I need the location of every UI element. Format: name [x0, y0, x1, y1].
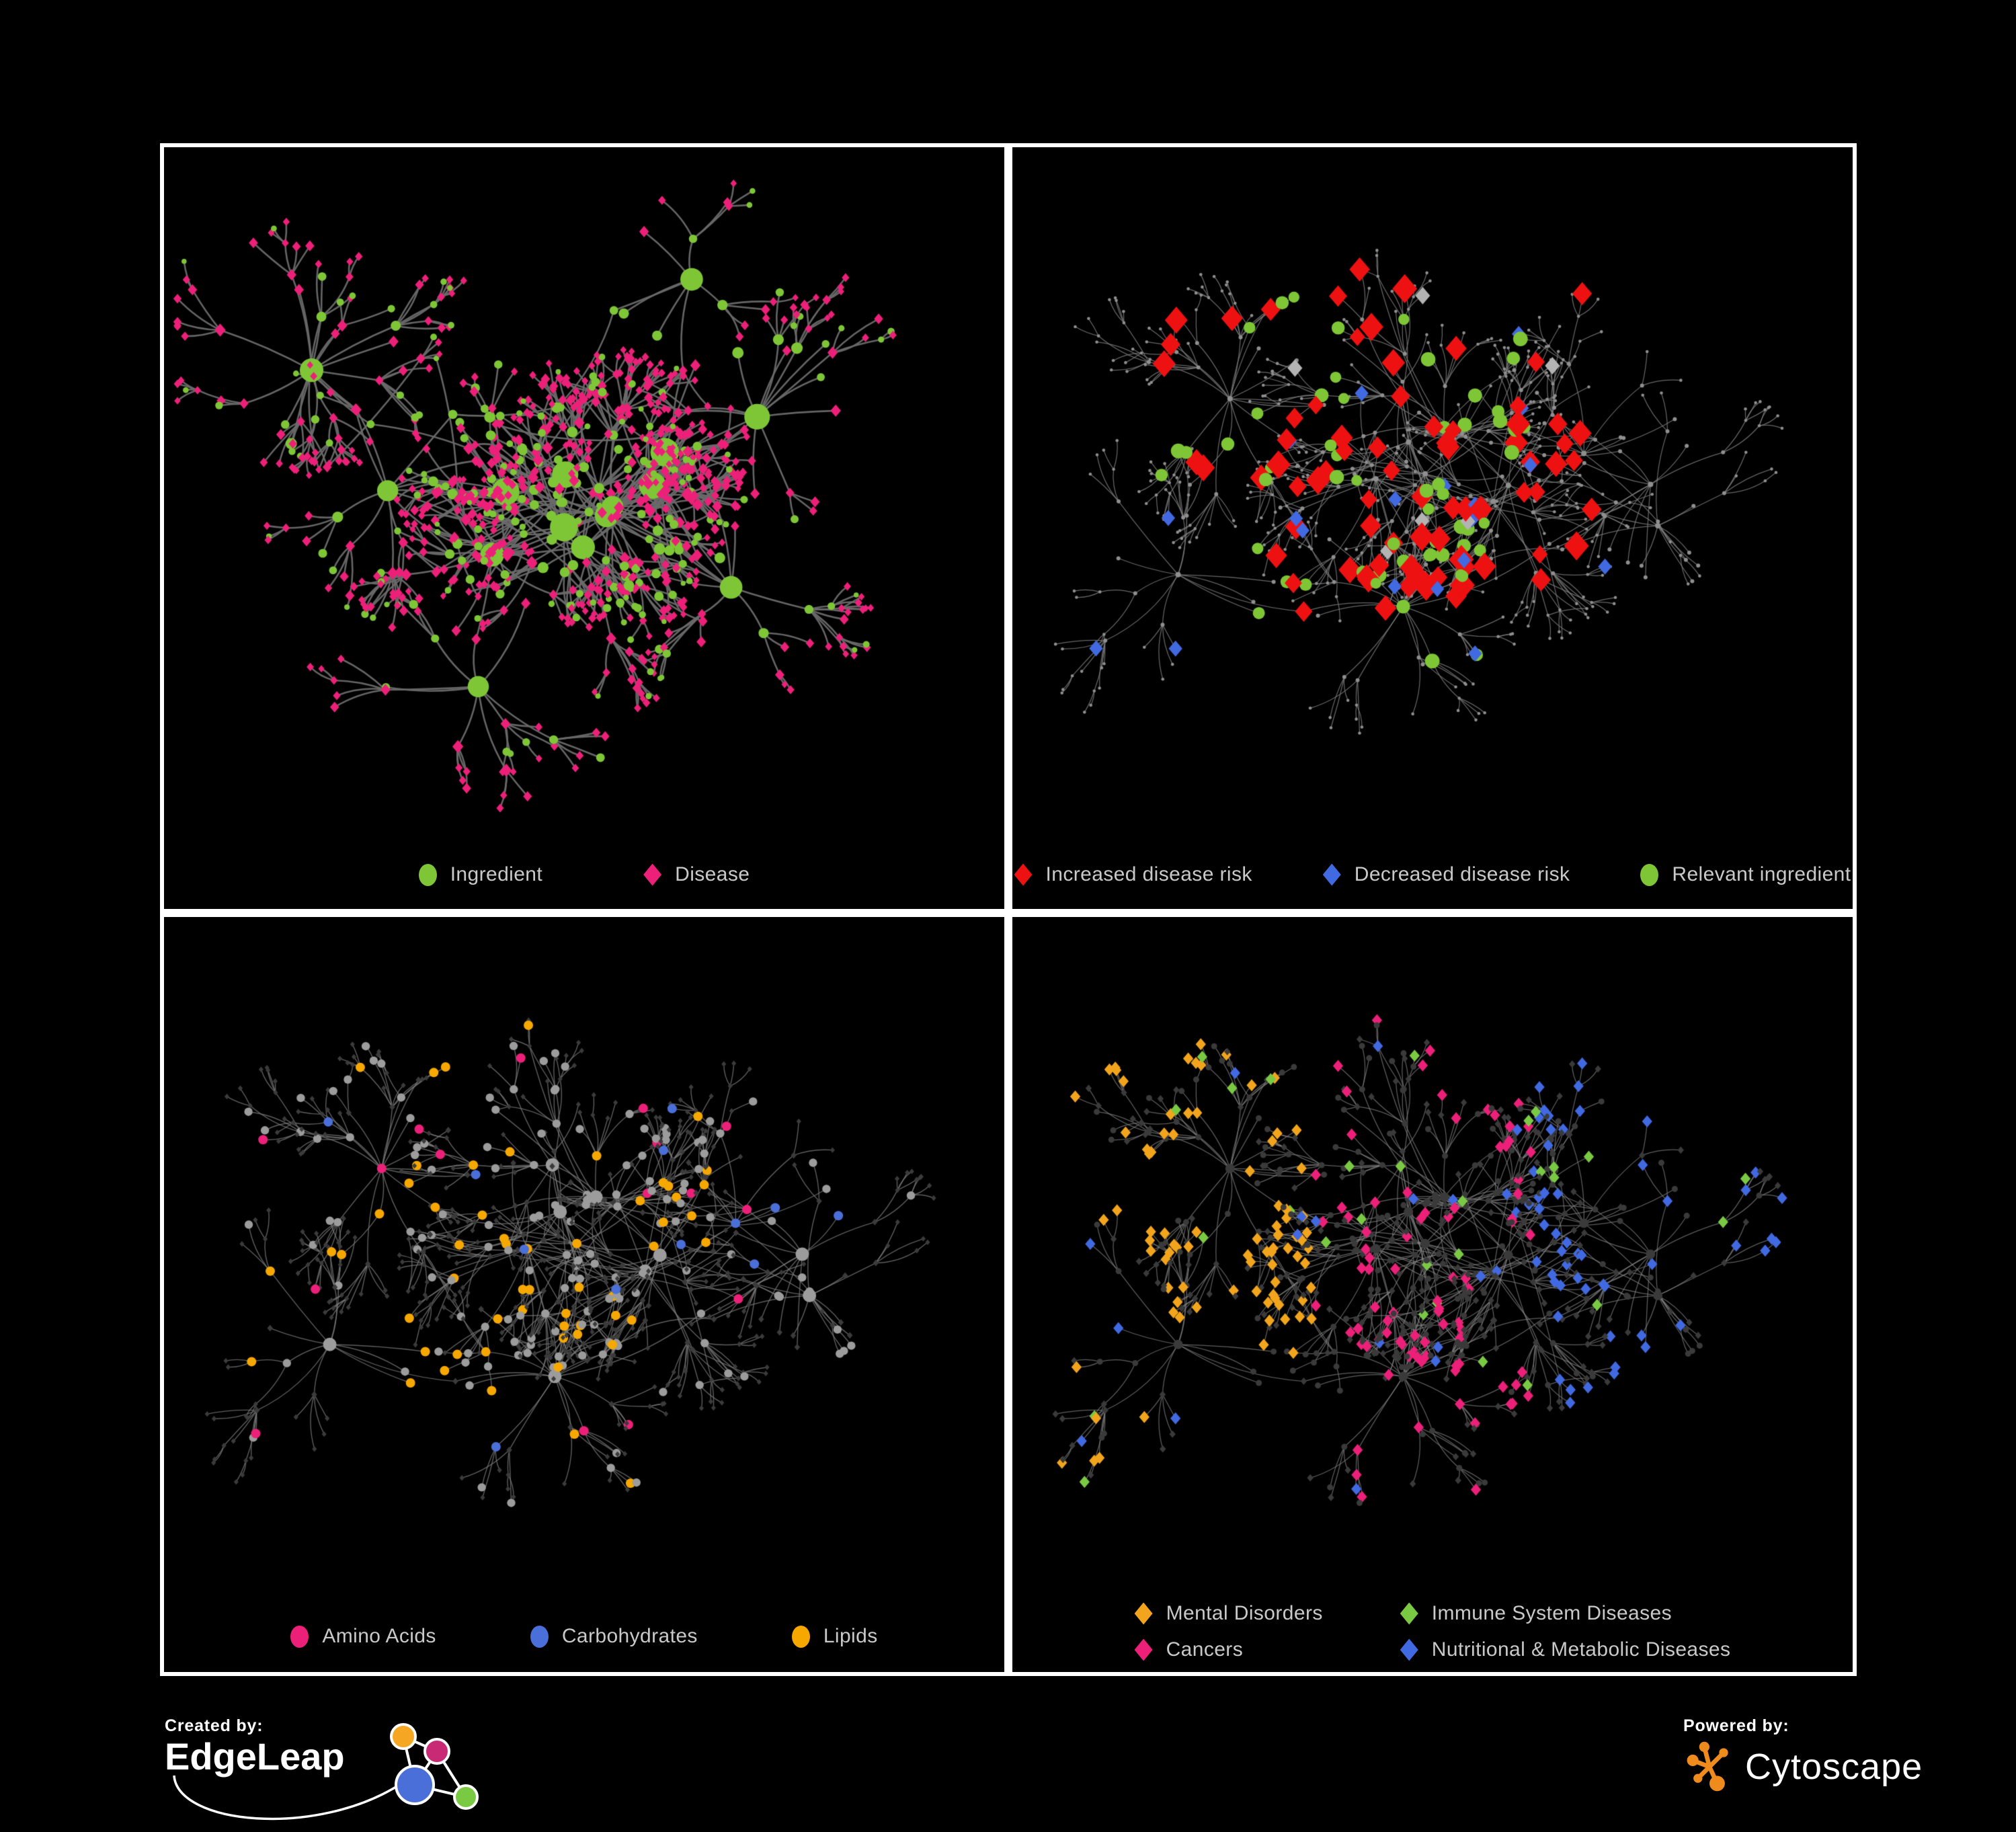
disease-marker-icon	[643, 863, 662, 886]
legend-item-nutritional-metabolic-diseases: Nutritional & Metabolic Diseases	[1400, 1638, 1731, 1661]
edgeleap-logo-icon	[173, 1723, 479, 1821]
legend-item-immune-system-diseases: Immune System Diseases	[1400, 1602, 1731, 1625]
edgeleap-branding: Created by: EdgeLeap	[165, 1716, 514, 1831]
ingredient-disease-network-canvas	[164, 147, 1004, 909]
legend-disease-risk: Increased disease risk Decreased disease…	[1012, 863, 1853, 886]
nutritional-metabolic-diseases-marker-icon	[1400, 1638, 1418, 1661]
legend-label: Cancers	[1166, 1638, 1244, 1661]
panel-ingredient-disease: Ingredient Disease	[160, 143, 1008, 913]
legend-item-increased-risk: Increased disease risk	[1014, 863, 1252, 886]
legend-label: Immune System Diseases	[1431, 1602, 1672, 1624]
cytoscape-branding: Powered by: Cytoscape	[1683, 1716, 1923, 1795]
legend-label: Ingredient	[450, 863, 543, 885]
cytoscape-logo-icon	[1687, 1741, 1728, 1792]
carbohydrates-marker-icon	[530, 1625, 549, 1648]
created-by-label: Created by:	[165, 1716, 264, 1735]
legend-label: Mental Disorders	[1166, 1602, 1323, 1624]
panel-disease-categories: Mental Disorders Immune System Diseases …	[1008, 913, 1857, 1676]
panel-nutrient-classes: Amino Acids Carbohydrates Lipids	[160, 913, 1008, 1676]
legend-label: Lipids	[823, 1625, 878, 1647]
disease-risk-network-canvas	[1012, 147, 1853, 909]
legend-item-amino-acids: Amino Acids	[290, 1625, 436, 1648]
legend-label: Nutritional & Metabolic Diseases	[1431, 1638, 1731, 1661]
cancers-marker-icon	[1134, 1638, 1153, 1661]
ingredient-marker-icon	[418, 863, 437, 886]
powered-by-label: Powered by:	[1683, 1716, 1789, 1735]
legend-item-disease: Disease	[643, 863, 750, 886]
legend-item-relevant-ingredient: Relevant ingredient	[1640, 863, 1851, 886]
legend-item-mental-disorders: Mental Disorders	[1134, 1602, 1323, 1625]
legend-item-carbohydrates: Carbohydrates	[530, 1625, 698, 1648]
edgeleap-wordmark: EdgeLeap	[165, 1735, 345, 1778]
mental-disorders-marker-icon	[1134, 1602, 1153, 1625]
relevant-ingredient-marker-icon	[1640, 863, 1659, 886]
legend-ingredient-disease: Ingredient Disease	[164, 863, 1004, 886]
disease-categories-network-canvas	[1012, 917, 1853, 1672]
legend-label: Carbohydrates	[561, 1625, 698, 1647]
legend-label: Relevant ingredient	[1672, 863, 1851, 885]
cytoscape-wordmark: Cytoscape	[1745, 1746, 1923, 1787]
legend-disease-categories: Mental Disorders Immune System Diseases …	[1134, 1602, 1731, 1661]
increased-risk-marker-icon	[1014, 863, 1033, 886]
nutrient-classes-network-canvas	[164, 917, 1004, 1672]
figure-root: Ingredient Disease Increased disease ris…	[160, 143, 1857, 1676]
legend-item-cancers: Cancers	[1134, 1638, 1323, 1661]
amino-acids-marker-icon	[290, 1625, 309, 1648]
decreased-risk-marker-icon	[1322, 863, 1341, 886]
lipids-marker-icon	[791, 1625, 810, 1648]
legend-label: Disease	[675, 863, 750, 885]
immune-system-diseases-marker-icon	[1400, 1602, 1418, 1625]
legend-item-decreased-risk: Decreased disease risk	[1322, 863, 1570, 886]
legend-nutrient-classes: Amino Acids Carbohydrates Lipids	[164, 1625, 1004, 1648]
legend-item-lipids: Lipids	[791, 1625, 878, 1648]
legend-item-ingredient: Ingredient	[418, 863, 543, 886]
legend-label: Increased disease risk	[1045, 863, 1252, 885]
legend-label: Amino Acids	[322, 1625, 436, 1647]
legend-label: Decreased disease risk	[1354, 863, 1570, 885]
panel-disease-risk: Increased disease risk Decreased disease…	[1008, 143, 1857, 913]
